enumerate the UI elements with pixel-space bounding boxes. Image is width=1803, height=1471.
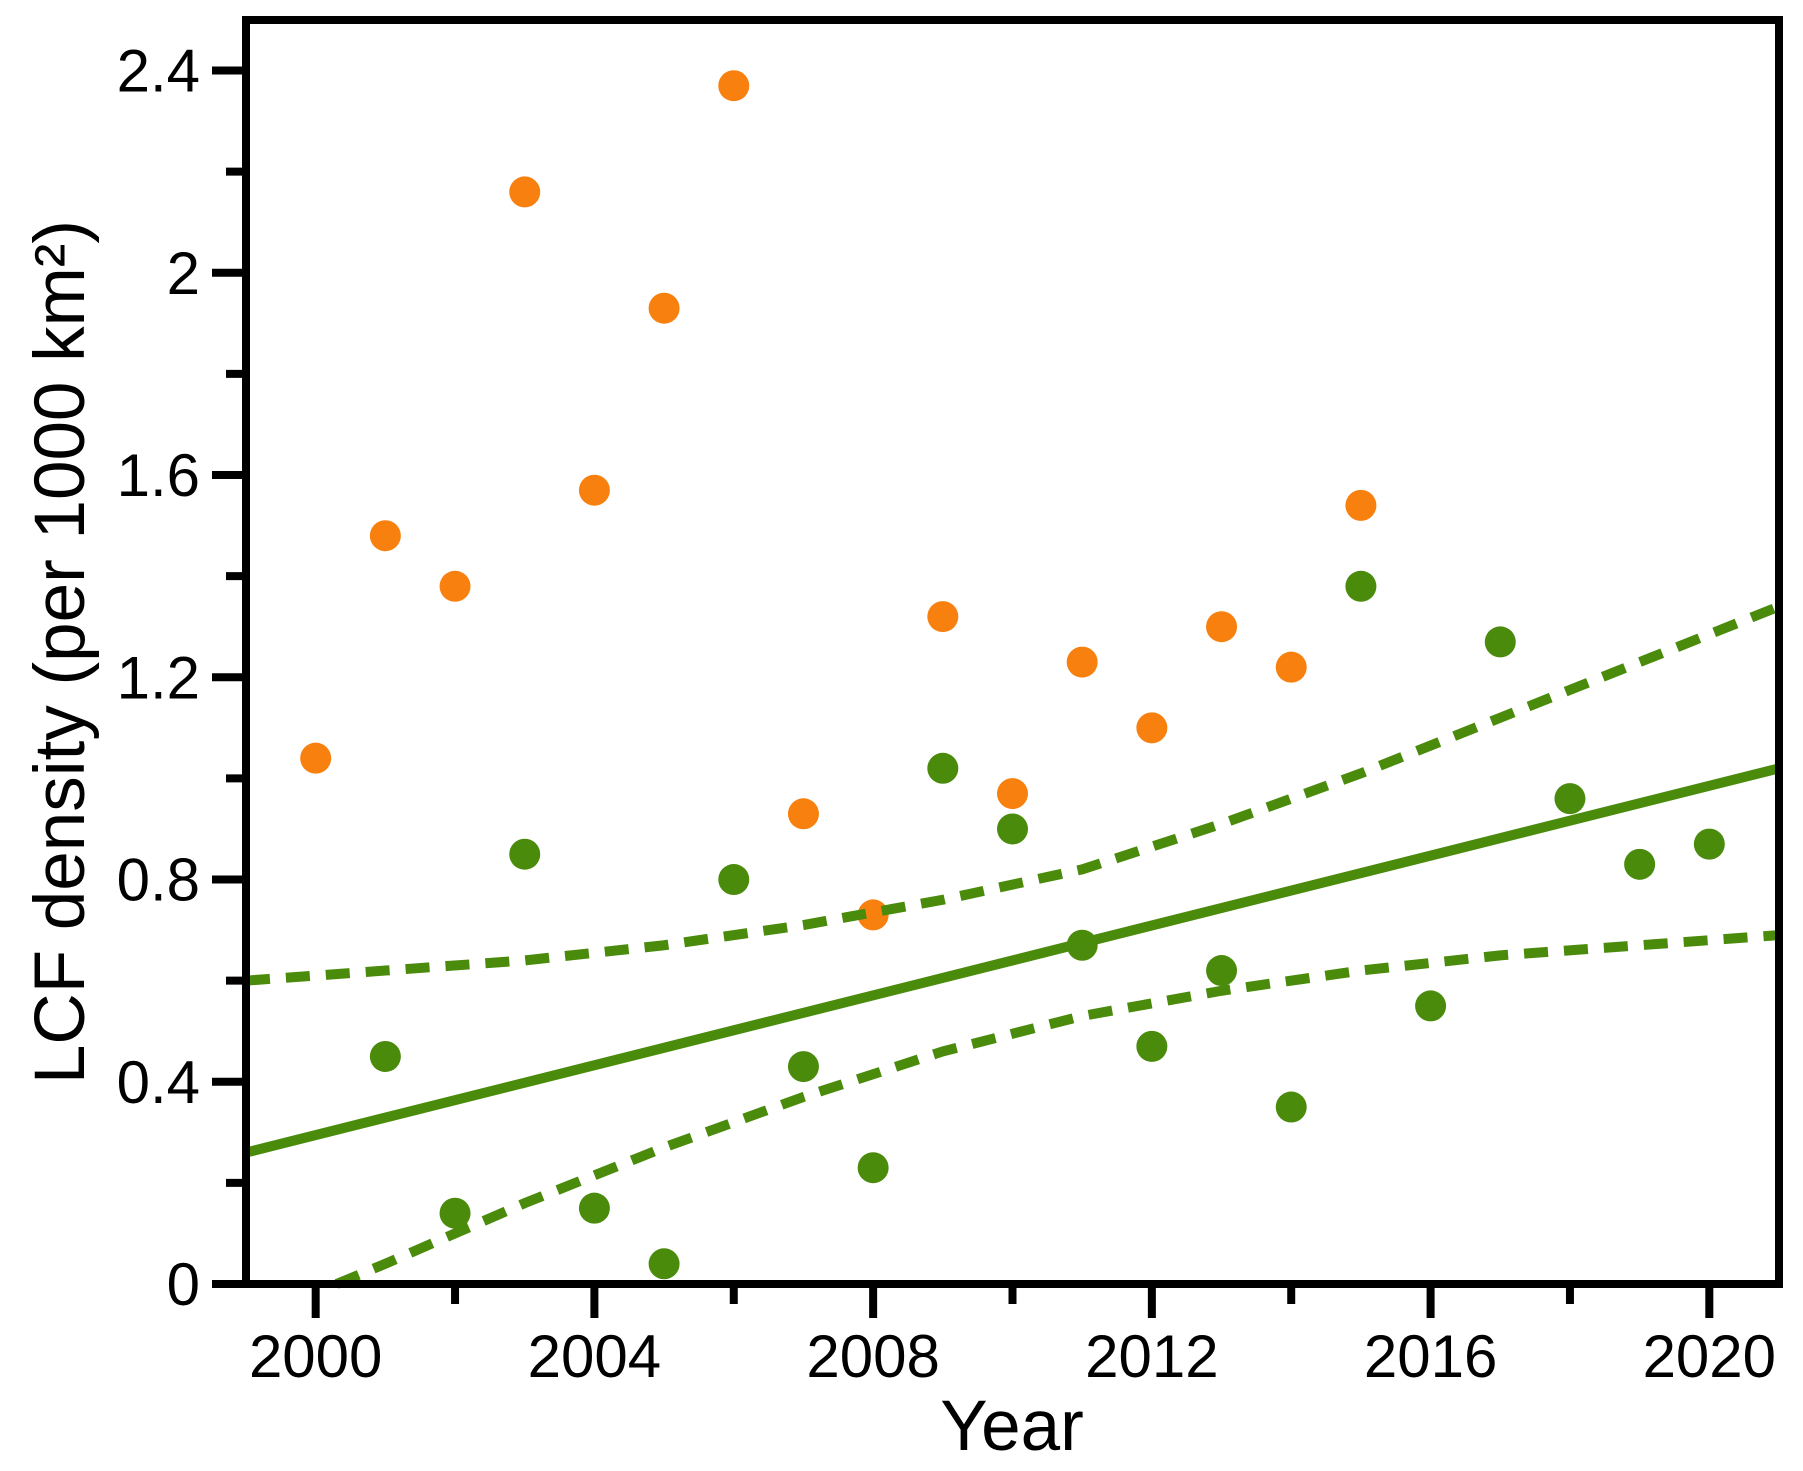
point-lcf-density-green-2013 bbox=[1206, 955, 1238, 987]
point-lcf-density-green-2016 bbox=[1415, 990, 1447, 1022]
point-lcf-density-orange-2006 bbox=[718, 70, 750, 102]
point-lcf-density-green-2010 bbox=[997, 813, 1028, 845]
ci-lower bbox=[334, 930, 1780, 1289]
plot-border bbox=[242, 16, 1783, 1288]
point-lcf-density-green-2002 bbox=[439, 1197, 471, 1229]
axis-ticks: 2000 2004 2008 2012 2016 2020 0 0.4 0.8 1.2 1.6 2 2.… bbox=[117, 38, 1776, 1390]
point-lcf-density-orange-2001 bbox=[369, 520, 401, 552]
point-lcf-density-green-2003 bbox=[509, 838, 541, 870]
x-tick-label: 2020 bbox=[1643, 1323, 1776, 1390]
x-tick-label: 2000 bbox=[249, 1323, 382, 1390]
point-lcf-density-green-2008 bbox=[857, 1152, 889, 1184]
point-lcf-density-orange-2013 bbox=[1206, 611, 1238, 643]
point-lcf-density-orange-2012 bbox=[1136, 712, 1168, 744]
point-lcf-density-green-2006 bbox=[718, 864, 750, 896]
point-lcf-density-green-2014 bbox=[1275, 1091, 1307, 1123]
point-lcf-density-green-2009 bbox=[927, 752, 959, 784]
y-tick-label: 2 bbox=[167, 240, 200, 307]
y-tick-label: 0.8 bbox=[117, 847, 200, 914]
y-tick-label: 1.6 bbox=[117, 442, 200, 509]
point-lcf-density-orange-2005 bbox=[648, 292, 680, 324]
point-lcf-density-green-2018 bbox=[1554, 783, 1586, 815]
x-tick-label: 2012 bbox=[1085, 1323, 1218, 1390]
point-lcf-density-green-2020 bbox=[1693, 828, 1725, 860]
point-lcf-density-orange-2011 bbox=[1066, 646, 1098, 678]
point-lcf-density-orange-2009 bbox=[927, 601, 959, 633]
x-tick-label: 2008 bbox=[806, 1323, 939, 1390]
point-lcf-density-orange-2002 bbox=[439, 570, 471, 602]
y-tick-label: 0 bbox=[167, 1251, 200, 1318]
regression-line bbox=[244, 763, 1781, 1158]
point-lcf-density-orange-2008 bbox=[857, 899, 889, 931]
y-axis-title: LCF density (per 1000 km²) bbox=[21, 220, 100, 1084]
x-tick-label: 2004 bbox=[528, 1323, 661, 1390]
y-tick-label: 1.2 bbox=[117, 644, 200, 711]
point-lcf-density-orange-2015 bbox=[1345, 489, 1377, 521]
point-lcf-density-orange-2014 bbox=[1275, 651, 1307, 683]
point-lcf-density-green-2007 bbox=[787, 1051, 819, 1083]
point-lcf-density-green-2012 bbox=[1136, 1030, 1168, 1062]
point-lcf-density-green-2005 bbox=[648, 1248, 680, 1280]
ci-upper bbox=[245, 601, 1781, 986]
data-series bbox=[244, 70, 1781, 1289]
y-tick-label: 2.4 bbox=[117, 38, 200, 105]
point-lcf-density-green-2001 bbox=[369, 1040, 401, 1072]
point-lcf-density-orange-2003 bbox=[509, 176, 541, 208]
point-lcf-density-green-2017 bbox=[1484, 626, 1516, 658]
x-tick-label: 2016 bbox=[1364, 1323, 1497, 1390]
point-lcf-density-green-2019 bbox=[1624, 848, 1656, 880]
point-lcf-density-orange-2000 bbox=[300, 742, 332, 774]
point-lcf-density-orange-2010 bbox=[997, 778, 1028, 810]
point-lcf-density-green-2004 bbox=[578, 1192, 610, 1224]
y-tick-label: 0.4 bbox=[117, 1049, 200, 1116]
point-lcf-density-green-2015 bbox=[1345, 570, 1377, 602]
point-lcf-density-orange-2004 bbox=[578, 474, 610, 506]
x-axis-title: Year bbox=[940, 1387, 1083, 1466]
point-lcf-density-orange-2007 bbox=[787, 798, 819, 830]
